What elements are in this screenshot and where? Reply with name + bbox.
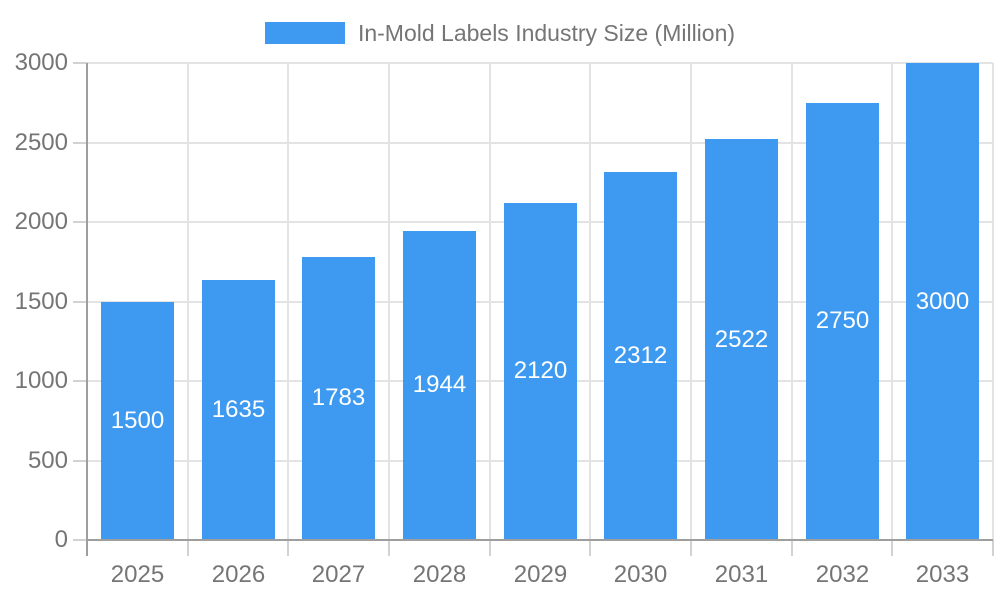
x-axis-tick bbox=[287, 540, 290, 556]
bar-value-label: 2312 bbox=[613, 342, 668, 369]
y-axis-tick-label: 1500 bbox=[14, 287, 68, 315]
gridline-horizontal bbox=[87, 62, 993, 64]
bar-2030[interactable] bbox=[604, 172, 677, 540]
y-axis-tick-label: 2000 bbox=[14, 208, 68, 235]
y-axis-tick-label: 0 bbox=[54, 526, 68, 553]
bar-2026[interactable] bbox=[202, 280, 275, 540]
gridline-vertical bbox=[992, 63, 994, 540]
x-axis-tick-label: 2025 bbox=[110, 561, 165, 588]
bar-value-label: 2120 bbox=[513, 357, 568, 384]
y-axis-line bbox=[86, 63, 88, 556]
x-axis-tick bbox=[992, 540, 994, 556]
x-axis-tick bbox=[186, 540, 189, 556]
x-axis-tick-label: 2030 bbox=[613, 561, 668, 588]
y-axis-tick bbox=[73, 539, 87, 541]
y-axis-tick bbox=[73, 62, 87, 64]
gridline-vertical bbox=[186, 63, 189, 540]
x-axis-tick bbox=[790, 540, 793, 556]
x-axis-tick-label: 2033 bbox=[915, 561, 970, 588]
y-axis-tick bbox=[73, 459, 87, 462]
gridline-vertical bbox=[388, 63, 390, 540]
y-axis-tick-label: 500 bbox=[27, 446, 68, 474]
bar-value-label: 2522 bbox=[714, 326, 769, 353]
gridline-vertical bbox=[589, 63, 592, 540]
bar-2033[interactable] bbox=[906, 63, 979, 540]
chart-legend[interactable]: In-Mold Labels Industry Size (Million) bbox=[0, 16, 1000, 50]
x-axis-tick-label: 2028 bbox=[412, 561, 467, 588]
gridline-vertical bbox=[287, 63, 290, 540]
x-axis-tick-label: 2032 bbox=[815, 561, 870, 588]
y-axis-tick-label: 2500 bbox=[14, 128, 68, 156]
bar-2031[interactable] bbox=[705, 139, 778, 540]
bar-2029[interactable] bbox=[504, 202, 577, 540]
bar-value-label: 1635 bbox=[211, 396, 266, 423]
x-axis-tick-label: 2031 bbox=[714, 561, 769, 588]
legend-label: In-Mold Labels Industry Size (Million) bbox=[357, 19, 736, 46]
gridline-vertical bbox=[891, 63, 894, 540]
x-axis-tick bbox=[891, 540, 894, 556]
x-axis-tick-label: 2027 bbox=[311, 561, 366, 588]
bar-value-label: 1783 bbox=[311, 384, 366, 411]
y-axis-tick bbox=[73, 380, 87, 382]
gridline-vertical bbox=[488, 63, 491, 540]
gridline-vertical bbox=[790, 63, 793, 540]
bar-2025[interactable] bbox=[101, 301, 174, 540]
x-axis-line bbox=[87, 539, 993, 541]
legend-swatch-icon bbox=[264, 22, 345, 44]
bar-2032[interactable] bbox=[806, 102, 879, 540]
y-axis-tick bbox=[73, 300, 87, 303]
x-axis-tick bbox=[388, 540, 390, 556]
bar-2027[interactable] bbox=[302, 256, 375, 540]
y-axis-tick bbox=[73, 221, 87, 223]
bar-value-label: 1944 bbox=[412, 371, 467, 398]
x-axis-tick bbox=[690, 540, 692, 556]
y-axis-tick-label: 1000 bbox=[14, 367, 68, 394]
bar-value-label: 3000 bbox=[915, 288, 970, 315]
x-axis-tick bbox=[589, 540, 592, 556]
y-axis-tick-label: 3000 bbox=[14, 49, 68, 76]
x-axis-tick-label: 2029 bbox=[513, 561, 568, 588]
bar-2028[interactable] bbox=[403, 230, 476, 540]
gridline-vertical bbox=[690, 63, 692, 540]
bar-value-label: 1500 bbox=[110, 407, 165, 434]
bar-value-label: 2750 bbox=[815, 307, 870, 334]
x-axis-tick-label: 2026 bbox=[211, 561, 266, 588]
x-axis-tick bbox=[488, 540, 491, 556]
gridline-horizontal bbox=[87, 141, 993, 144]
y-axis-tick bbox=[73, 141, 87, 144]
